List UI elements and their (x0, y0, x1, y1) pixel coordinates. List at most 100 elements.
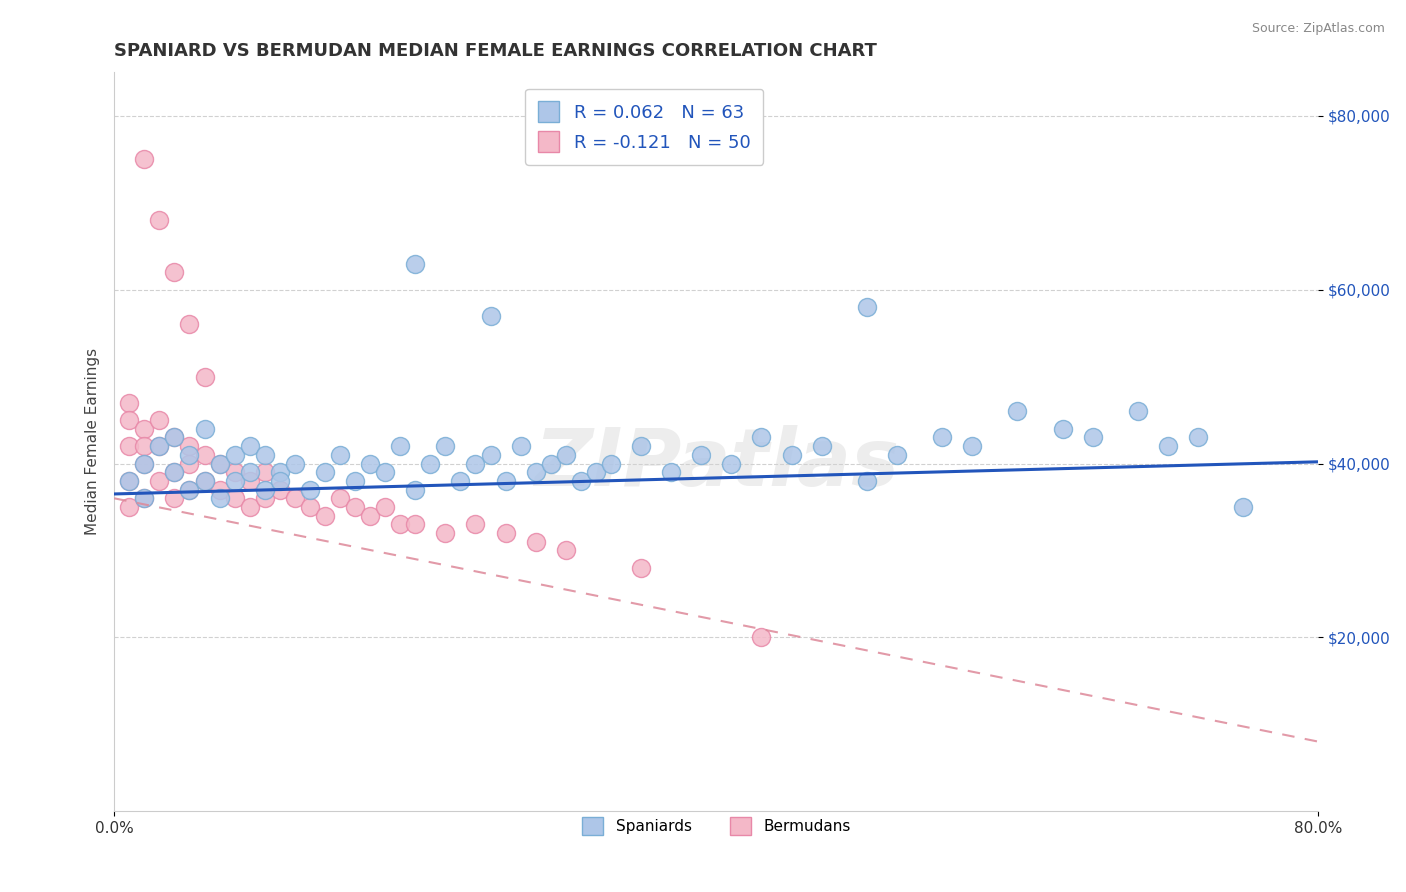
Point (960, 439, 983, 453)
Point (419, 457, 441, 471)
Point (134, 153, 156, 167)
Y-axis label: Median Female Earnings: Median Female Earnings (86, 348, 100, 535)
Point (208, 457, 231, 471)
Point (208, 483, 231, 497)
Point (434, 526, 457, 541)
Point (239, 465, 262, 479)
Point (163, 491, 186, 506)
Point (253, 465, 276, 479)
Point (179, 483, 201, 497)
Point (118, 413, 141, 427)
Point (524, 465, 547, 479)
Point (179, 448, 201, 462)
Point (224, 491, 246, 506)
Point (404, 517, 426, 532)
Point (193, 474, 215, 488)
Point (193, 369, 215, 384)
Point (404, 257, 426, 271)
Point (193, 474, 215, 488)
Point (208, 491, 231, 506)
Point (751, 631, 773, 645)
Point (163, 430, 186, 444)
Point (284, 457, 307, 471)
Point (193, 422, 215, 436)
Point (1187, 430, 1209, 444)
Point (1157, 439, 1180, 453)
Point (224, 448, 246, 462)
Point (374, 465, 396, 479)
Point (464, 517, 486, 532)
Point (208, 457, 231, 471)
Point (600, 457, 623, 471)
Point (495, 474, 517, 488)
Point (630, 439, 652, 453)
Point (856, 474, 879, 488)
Point (495, 526, 517, 541)
Point (344, 500, 367, 514)
Point (298, 483, 321, 497)
Point (134, 422, 156, 436)
Point (359, 508, 381, 523)
Point (314, 508, 336, 523)
Point (118, 439, 141, 453)
Point (540, 457, 562, 471)
Point (314, 465, 336, 479)
Point (239, 439, 262, 453)
Point (148, 439, 170, 453)
Point (479, 309, 502, 323)
Point (434, 439, 457, 453)
Point (449, 474, 471, 488)
Point (134, 491, 156, 506)
Point (148, 474, 170, 488)
Point (163, 265, 186, 279)
Point (780, 448, 803, 462)
Point (751, 430, 773, 444)
Point (224, 474, 246, 488)
Point (163, 465, 186, 479)
Point (585, 465, 607, 479)
Point (374, 500, 396, 514)
Point (1232, 500, 1254, 514)
Point (163, 465, 186, 479)
Point (253, 448, 276, 462)
Point (134, 457, 156, 471)
Point (118, 395, 141, 409)
Point (720, 457, 742, 471)
Point (359, 457, 381, 471)
Point (284, 491, 307, 506)
Point (1007, 404, 1029, 418)
Point (298, 500, 321, 514)
Point (253, 491, 276, 506)
Point (239, 500, 262, 514)
Point (179, 483, 201, 497)
Text: Source: ZipAtlas.com: Source: ZipAtlas.com (1251, 22, 1385, 36)
Point (931, 430, 953, 444)
Point (389, 517, 412, 532)
Point (886, 448, 908, 462)
Point (193, 448, 215, 462)
Point (464, 457, 486, 471)
Point (179, 318, 201, 332)
Point (118, 474, 141, 488)
Point (1126, 404, 1149, 418)
Point (269, 465, 291, 479)
Point (134, 491, 156, 506)
Text: ZIPatlas: ZIPatlas (534, 425, 898, 503)
Point (239, 474, 262, 488)
Point (134, 439, 156, 453)
Point (1052, 422, 1074, 436)
Point (329, 448, 352, 462)
Point (690, 448, 713, 462)
Point (329, 491, 352, 506)
Point (344, 474, 367, 488)
Point (118, 500, 141, 514)
Point (269, 474, 291, 488)
Point (134, 457, 156, 471)
Point (404, 483, 426, 497)
Point (479, 448, 502, 462)
Point (269, 483, 291, 497)
Point (224, 465, 246, 479)
Point (179, 457, 201, 471)
Point (148, 413, 170, 427)
Point (554, 448, 576, 462)
